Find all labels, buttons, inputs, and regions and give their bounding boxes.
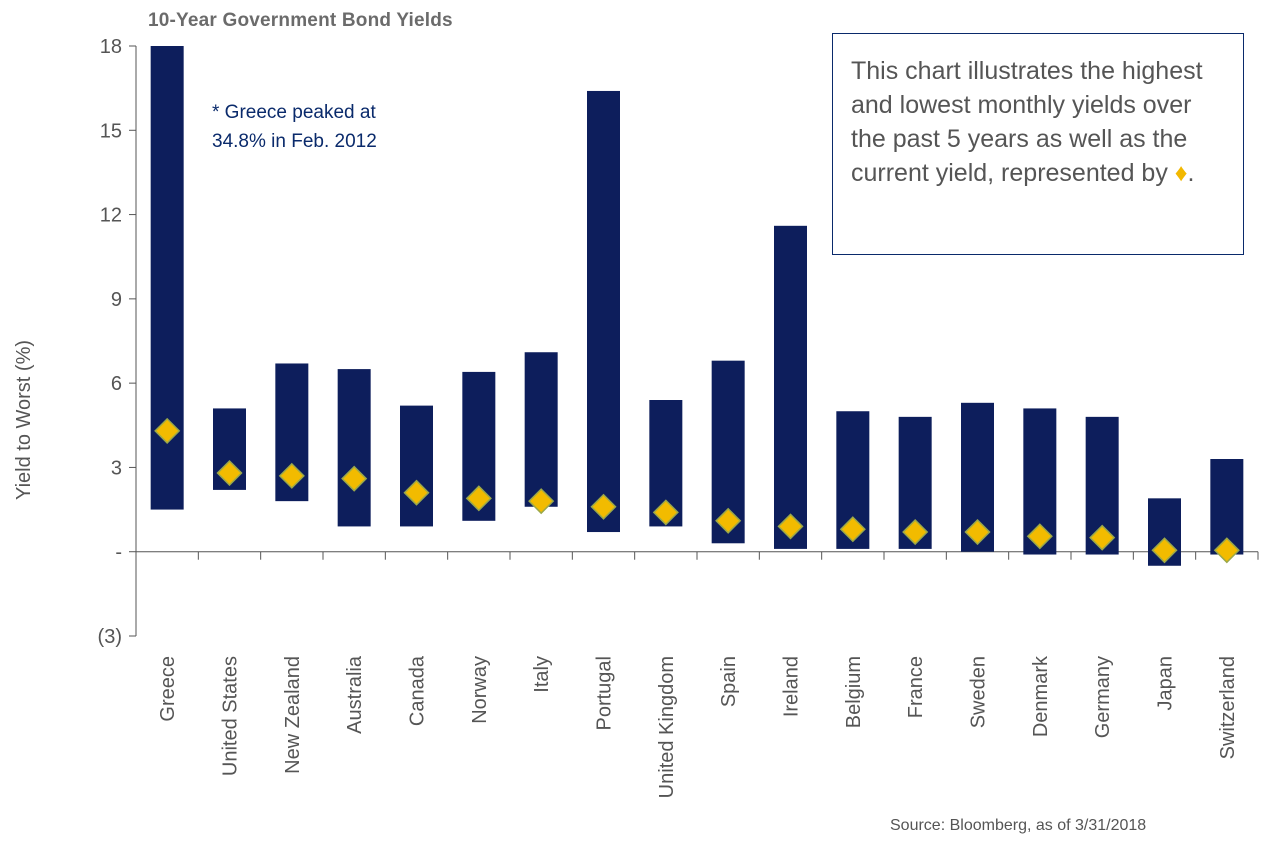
x-tick-label: New Zealand xyxy=(282,656,304,774)
current-yield-marker xyxy=(465,485,492,512)
current-yield-marker xyxy=(964,518,991,546)
current-yield-marker xyxy=(528,488,555,515)
axis-layer xyxy=(129,45,1259,637)
label-layer: (3) - 3 6 9 12 15 18 Greece United States New Zeal… xyxy=(98,36,1239,798)
y-tick-label: 6 xyxy=(111,373,122,395)
x-tick-label: Denmark xyxy=(1030,655,1052,737)
y-tick-label: 15 xyxy=(100,120,122,142)
x-tick-label: Australia xyxy=(344,655,366,734)
current-yield-marker xyxy=(216,459,243,487)
x-tick-label: Germany xyxy=(1092,656,1114,738)
y-tick-label: 9 xyxy=(111,289,122,311)
greece-annotation: * Greece peaked at 34.8% in Feb. 2012 xyxy=(212,98,472,156)
current-yield-marker xyxy=(1213,537,1240,564)
x-tick-label: France xyxy=(905,656,927,718)
y-tick-label: 12 xyxy=(100,205,122,227)
range-bar xyxy=(587,90,620,533)
diamond-icon: ♦ xyxy=(1174,159,1188,187)
x-tick-label: Belgium xyxy=(843,656,865,728)
x-tick-label: Sweden xyxy=(968,656,990,728)
current-yield-marker xyxy=(1151,537,1178,564)
current-yield-marker xyxy=(154,417,181,444)
x-tick-label: United Kingdom xyxy=(656,656,678,798)
y-tick-label: 3 xyxy=(111,457,122,479)
y-tick-label: 18 xyxy=(100,36,122,58)
current-yield-marker xyxy=(777,513,804,540)
range-bar xyxy=(524,352,558,507)
x-tick-label: Italy xyxy=(531,656,553,693)
x-tick-label: Spain xyxy=(718,656,740,707)
info-box: This chart illustrates the highest and l… xyxy=(832,33,1244,255)
current-yield-marker xyxy=(902,518,929,546)
source-note: Source: Bloomberg, as of 3/31/2018 xyxy=(890,817,1147,834)
current-yield-marker xyxy=(1026,523,1053,550)
info-box-text: This chart illustrates the highest and l… xyxy=(851,57,1203,187)
current-yield-marker xyxy=(590,493,617,520)
current-yield-marker xyxy=(1089,524,1116,551)
current-yield-marker xyxy=(278,462,305,489)
annotation-line-1: * Greece peaked at xyxy=(212,102,376,123)
x-tick-label: Portugal xyxy=(594,656,616,731)
x-tick-label: United States xyxy=(220,656,242,776)
x-tick-label: Greece xyxy=(157,656,179,722)
current-yield-marker xyxy=(839,516,866,543)
x-tick-label: Japan xyxy=(1155,656,1177,711)
chart-title: 10-Year Government Bond Yields xyxy=(148,10,453,31)
current-yield-marker xyxy=(652,499,679,526)
annotation-line-2: 34.8% in Feb. 2012 xyxy=(212,131,377,152)
x-tick-label: Switzerland xyxy=(1217,656,1239,759)
current-yield-marker xyxy=(341,465,368,492)
y-tick-label: (3) xyxy=(98,626,122,648)
current-yield-marker xyxy=(403,479,430,506)
info-box-end: . xyxy=(1187,159,1195,187)
y-axis-title: Yield to Worst (%) xyxy=(13,340,35,500)
range-bar xyxy=(774,225,807,549)
range-bar xyxy=(400,405,433,527)
marker-layer xyxy=(154,417,1240,564)
x-tick-label: Ireland xyxy=(781,656,803,717)
x-tick-label: Norway xyxy=(469,656,491,724)
x-tick-label: Canada xyxy=(407,655,429,726)
range-bar xyxy=(337,369,371,527)
y-tick-label: - xyxy=(115,542,122,564)
current-yield-marker xyxy=(715,507,742,534)
